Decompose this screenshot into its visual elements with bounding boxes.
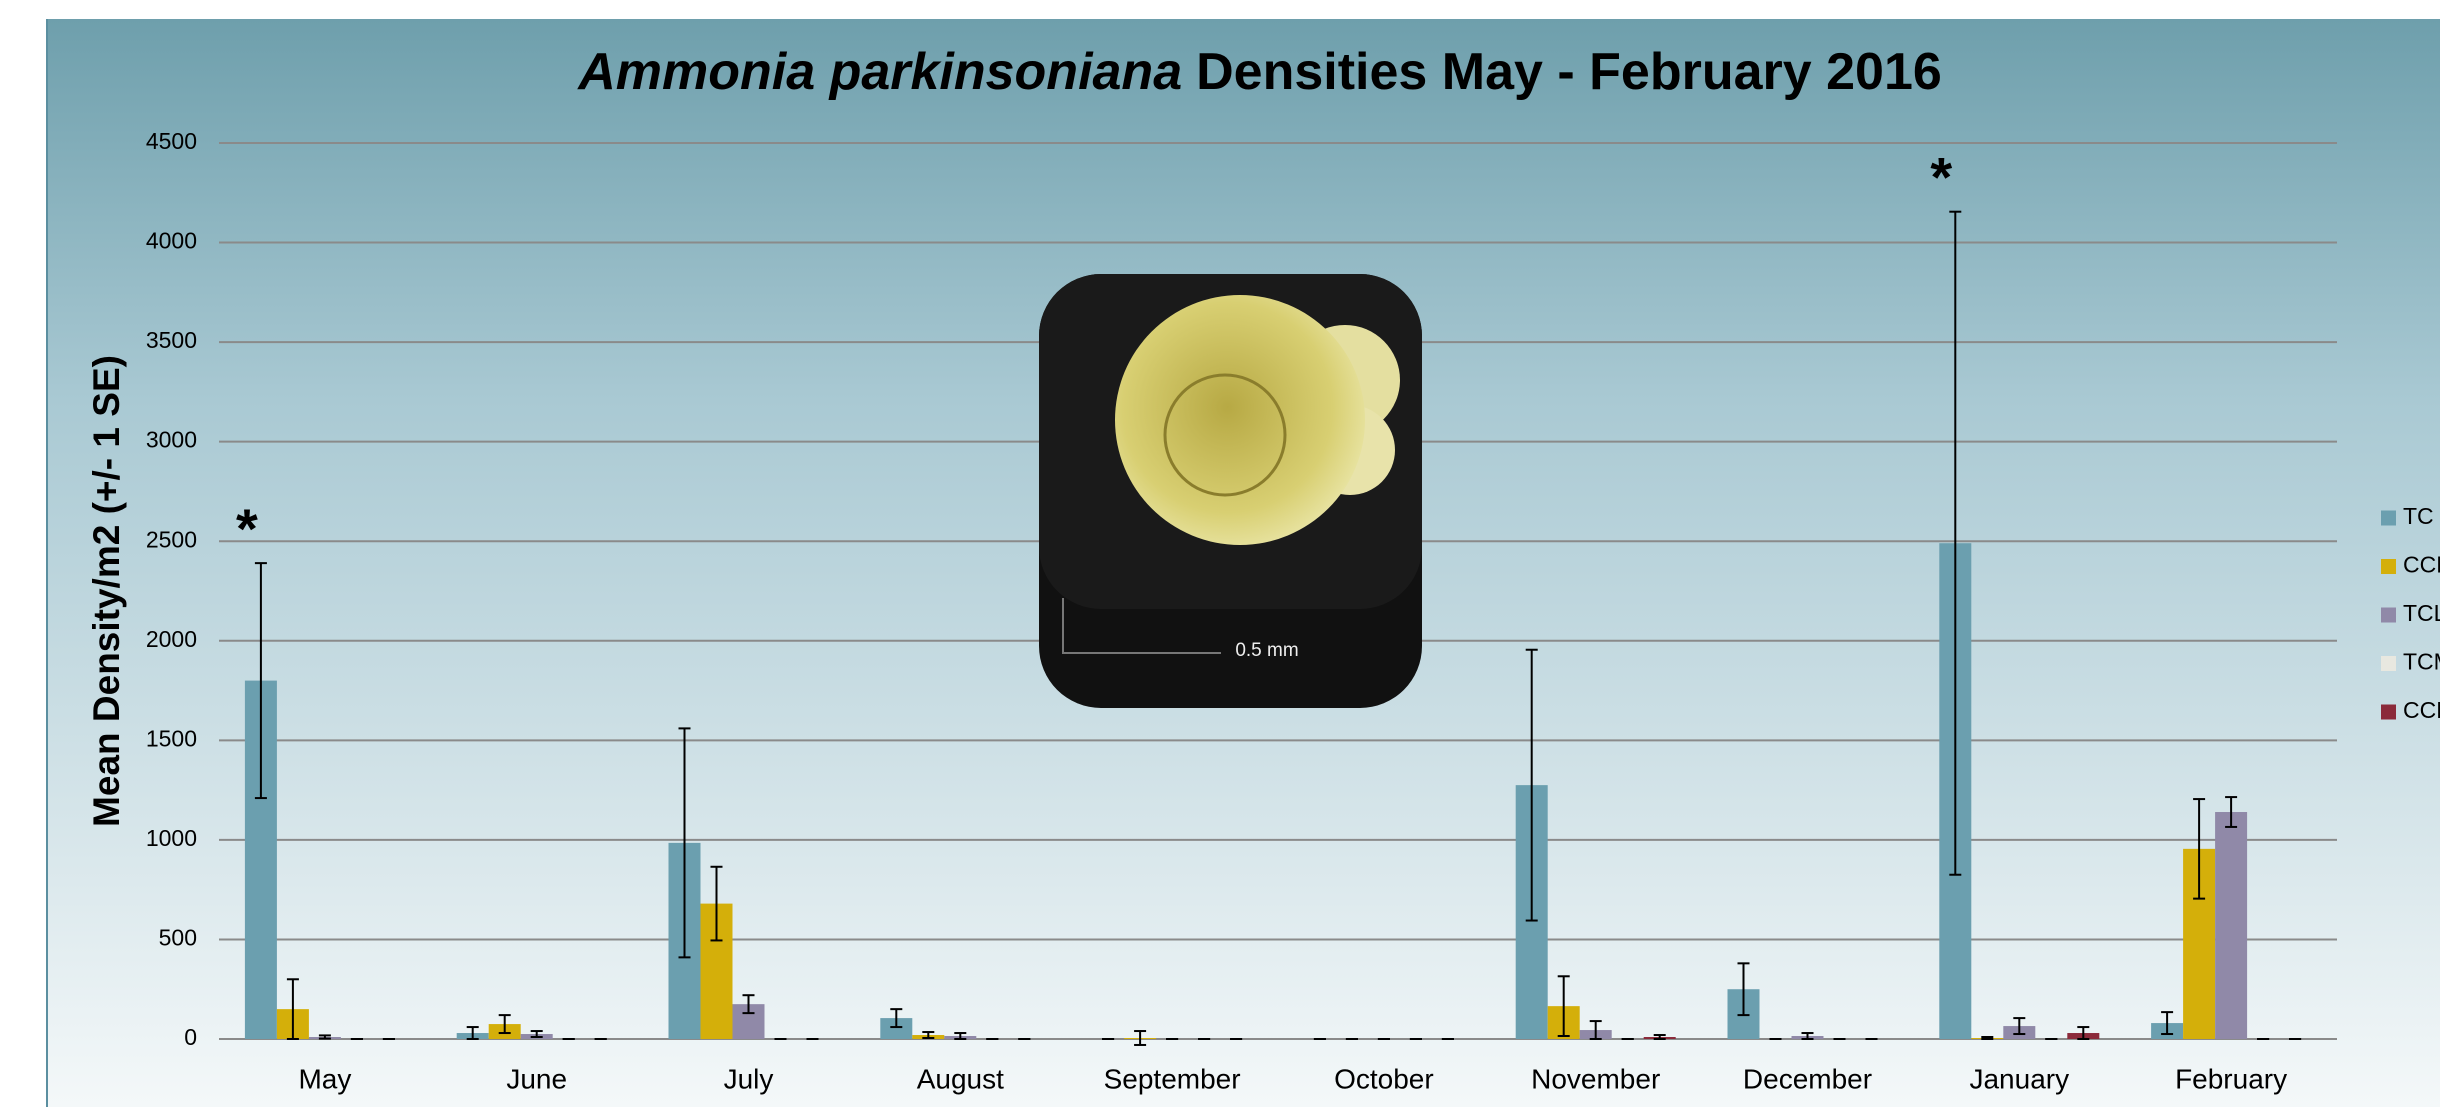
legend-swatch bbox=[2381, 656, 2396, 671]
shell bbox=[1115, 295, 1365, 545]
bar bbox=[2215, 812, 2247, 1039]
y-tick-label: 4500 bbox=[146, 128, 197, 154]
y-tick-label: 1000 bbox=[146, 825, 197, 851]
y-axis-label: Mean Density/m2 (+/- 1 SE) bbox=[86, 355, 127, 827]
legend-label: CCM bbox=[2403, 697, 2440, 723]
y-tick-label: 4000 bbox=[146, 228, 197, 254]
title-species: Ammonia parkinsoniana bbox=[576, 43, 1182, 101]
y-tick-label: 500 bbox=[159, 925, 197, 951]
x-tick-label: January bbox=[1969, 1063, 2069, 1094]
legend-label: TCL bbox=[2403, 600, 2440, 626]
x-tick-label: June bbox=[506, 1063, 567, 1094]
legend-label: TC bbox=[2403, 503, 2434, 529]
title-rest: Densities May - February 2016 bbox=[1196, 43, 1942, 101]
annotation: * bbox=[1930, 145, 1952, 208]
x-tick-label: July bbox=[724, 1063, 774, 1094]
scale-label: 0.5 mm bbox=[1235, 640, 1298, 661]
legend-swatch bbox=[2381, 559, 2396, 574]
legend-label: CCL bbox=[2403, 552, 2440, 578]
y-tick-label: 3500 bbox=[146, 327, 197, 353]
x-tick-label: December bbox=[1743, 1063, 1872, 1094]
x-tick-label: October bbox=[1334, 1063, 1434, 1094]
x-tick-label: September bbox=[1104, 1063, 1241, 1094]
x-tick-label: February bbox=[2175, 1063, 2287, 1094]
error-bar bbox=[1981, 1037, 1993, 1039]
y-tick-label: 1500 bbox=[146, 725, 197, 751]
y-tick-label: 0 bbox=[184, 1024, 197, 1050]
x-tick-label: November bbox=[1531, 1063, 1660, 1094]
annotation: * bbox=[236, 497, 258, 560]
legend-label: TCM bbox=[2403, 649, 2440, 675]
chart: Ammonia parkinsonianaDensities May - Feb… bbox=[0, 0, 2440, 1107]
legend-swatch bbox=[2381, 705, 2396, 720]
y-tick-label: 2500 bbox=[146, 526, 197, 552]
x-tick-label: May bbox=[298, 1063, 351, 1094]
x-tick-label: August bbox=[917, 1063, 1004, 1094]
legend-swatch bbox=[2381, 511, 2396, 526]
y-tick-label: 2000 bbox=[146, 626, 197, 652]
inset-photo: 0.5 mm bbox=[1039, 274, 1422, 708]
y-tick-label: 3000 bbox=[146, 427, 197, 453]
legend-swatch bbox=[2381, 608, 2396, 623]
